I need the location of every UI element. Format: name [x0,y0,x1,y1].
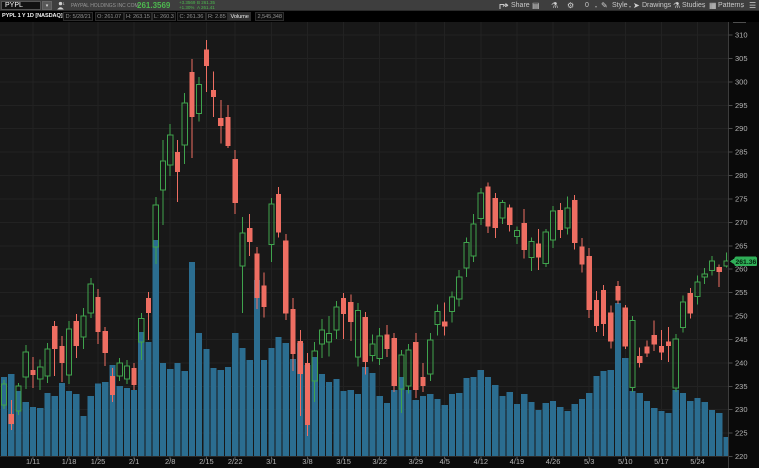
svg-text:280: 280 [735,171,748,180]
svg-text:3/15: 3/15 [336,457,351,466]
svg-text:225: 225 [735,429,748,438]
svg-text:3/29: 3/29 [408,457,423,466]
svg-text:1/25: 1/25 [91,457,106,466]
svg-text:1/18: 1/18 [62,457,77,466]
svg-text:310: 310 [735,31,748,40]
svg-text:2/8: 2/8 [165,457,175,466]
svg-text:260: 260 [735,265,748,274]
svg-text:2/15: 2/15 [199,457,214,466]
svg-text:3/8: 3/8 [302,457,312,466]
svg-text:230: 230 [735,405,748,414]
svg-text:250: 250 [735,312,748,321]
svg-text:285: 285 [735,148,748,157]
svg-text:270: 270 [735,218,748,227]
svg-text:4/26: 4/26 [546,457,561,466]
svg-text:3/1: 3/1 [266,457,276,466]
svg-text:305: 305 [735,54,748,63]
svg-text:5/10: 5/10 [618,457,633,466]
svg-text:235: 235 [735,382,748,391]
svg-text:5/24: 5/24 [690,457,705,466]
svg-text:240: 240 [735,358,748,367]
svg-text:1/11: 1/11 [26,457,40,466]
svg-text:4/19: 4/19 [510,457,525,466]
svg-text:300: 300 [735,77,748,86]
svg-text:265: 265 [735,241,748,250]
svg-text:255: 255 [735,288,748,297]
svg-text:220: 220 [735,452,748,461]
svg-text:1: 1 [63,1,66,6]
svg-text:275: 275 [735,194,748,203]
svg-text:5/17: 5/17 [654,457,669,466]
svg-text:295: 295 [735,101,748,110]
svg-text:4/12: 4/12 [473,457,488,466]
svg-text:2/1: 2/1 [129,457,139,466]
svg-text:245: 245 [735,335,748,344]
svg-text:290: 290 [735,124,748,133]
svg-text:261.36: 261.36 [736,259,757,266]
svg-text:5/3: 5/3 [584,457,594,466]
svg-text:4/5: 4/5 [439,457,449,466]
svg-text:2/22: 2/22 [228,457,243,466]
svg-text:3/22: 3/22 [372,457,387,466]
